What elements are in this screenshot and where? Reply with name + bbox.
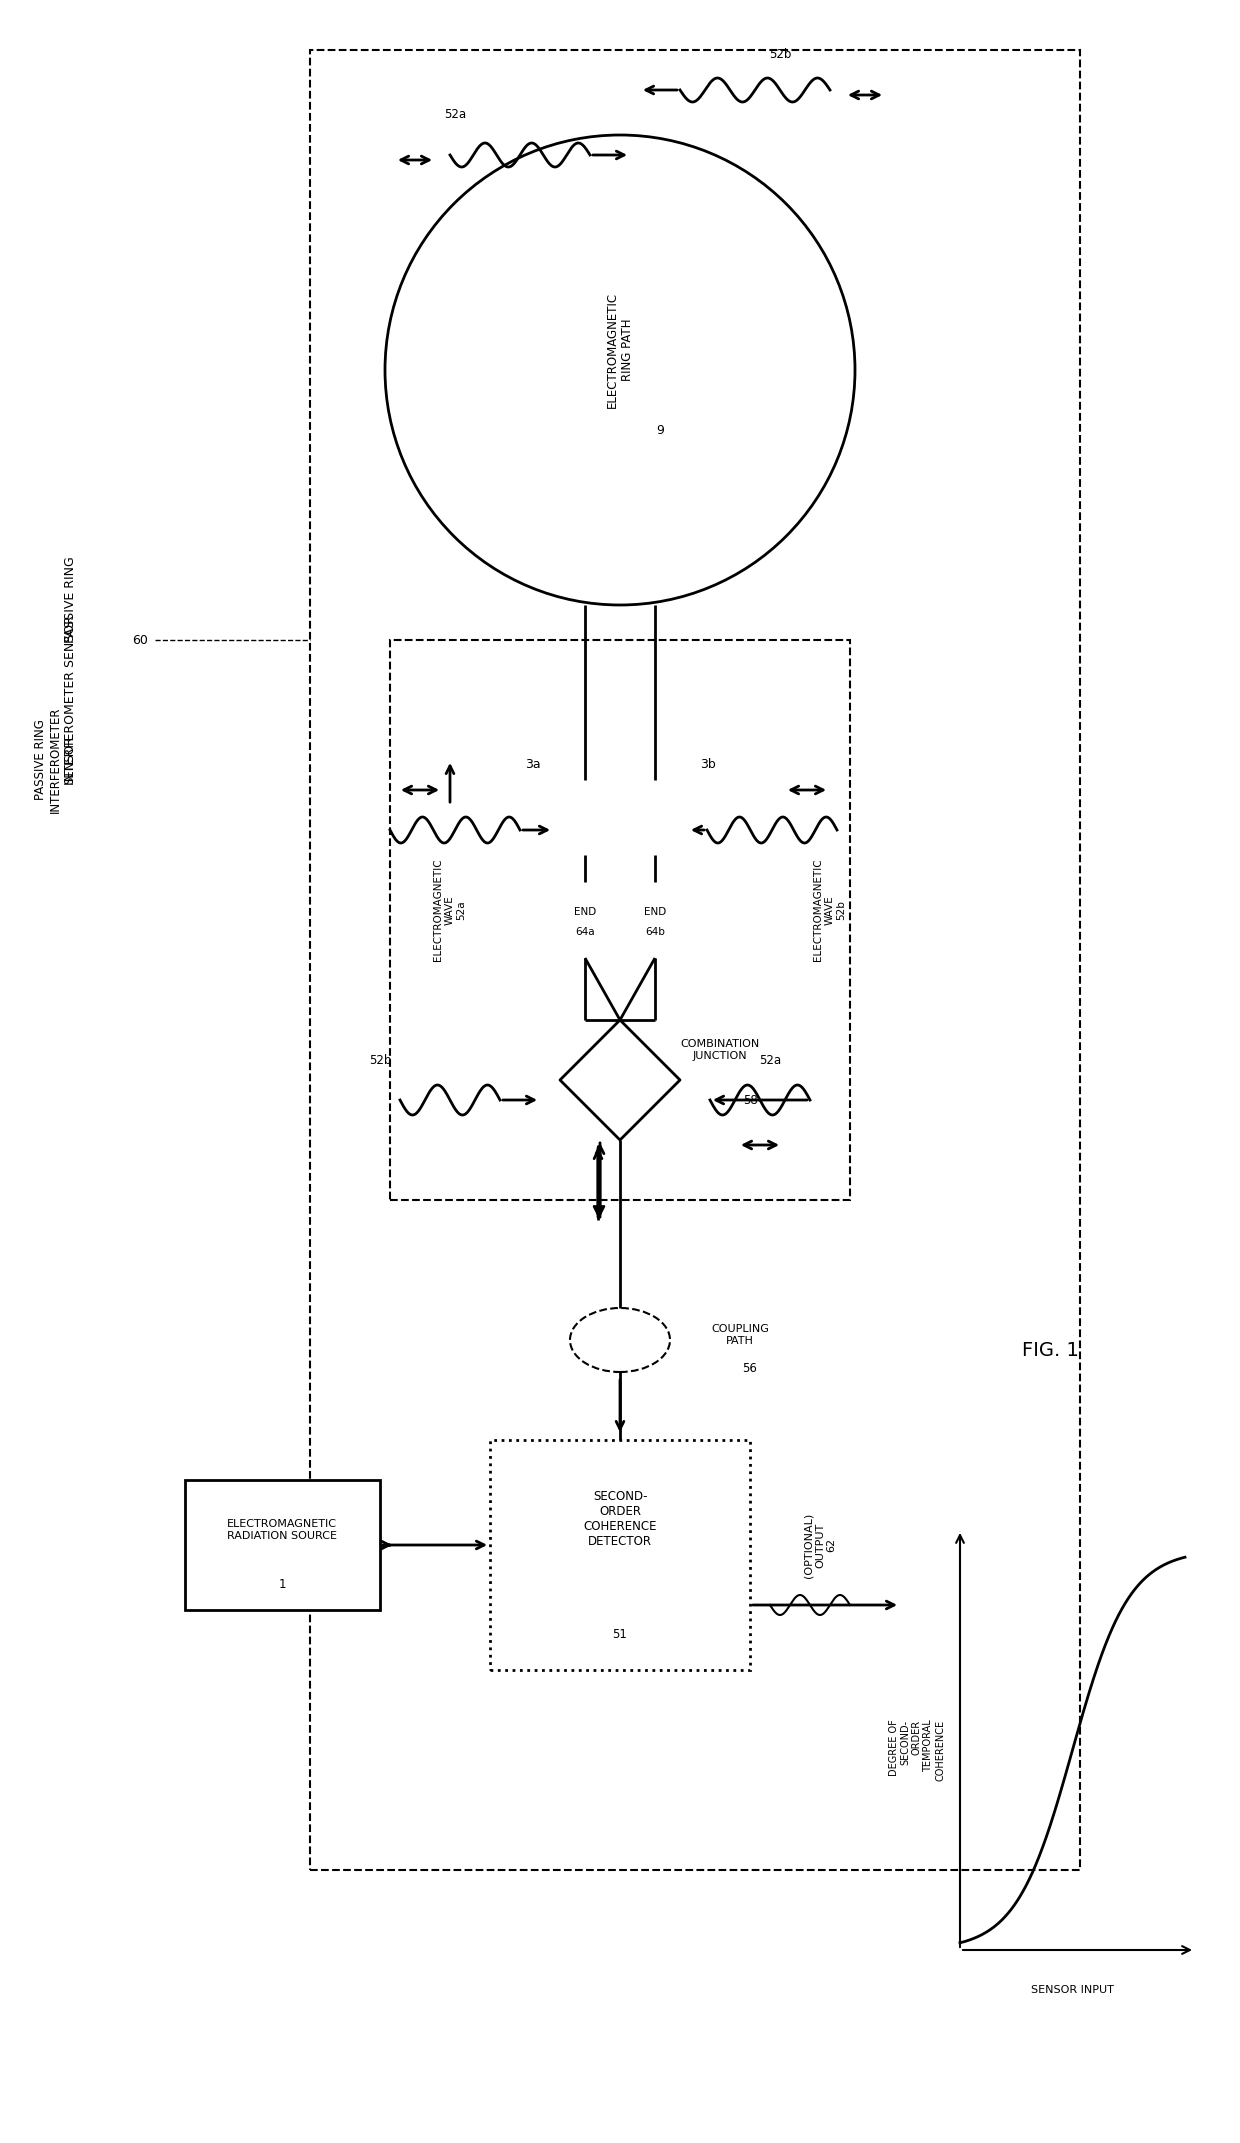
Text: ELECTROMAGNETIC
RING PATH: ELECTROMAGNETIC RING PATH xyxy=(606,291,634,407)
Text: 58: 58 xyxy=(743,1093,758,1106)
Text: 52a: 52a xyxy=(444,109,466,122)
Text: 60: 60 xyxy=(133,634,148,647)
Text: ELECTROMAGNETIC
RADIATION SOURCE: ELECTROMAGNETIC RADIATION SOURCE xyxy=(227,1519,337,1541)
Bar xyxy=(490,1440,750,1669)
Text: 51: 51 xyxy=(613,1629,627,1642)
Text: 1: 1 xyxy=(278,1579,285,1592)
Text: SENSOR INPUT: SENSOR INPUT xyxy=(1030,1984,1114,1995)
Text: COUPLING
PATH: COUPLING PATH xyxy=(711,1324,769,1346)
Text: 3a: 3a xyxy=(526,759,541,771)
Text: (OPTIONAL)
OUTPUT
62: (OPTIONAL) OUTPUT 62 xyxy=(804,1513,837,1577)
Text: FIG. 1: FIG. 1 xyxy=(1022,1342,1079,1359)
Text: 64a: 64a xyxy=(575,928,595,936)
Text: 52b: 52b xyxy=(368,1054,391,1067)
Text: 56: 56 xyxy=(743,1361,758,1374)
Text: 52b: 52b xyxy=(769,49,791,62)
Bar xyxy=(622,780,688,855)
Text: ELECTROMAGNETIC
WAVE
52b: ELECTROMAGNETIC WAVE 52b xyxy=(813,859,847,962)
Text: INTERFEROMETER SENSOR: INTERFEROMETER SENSOR xyxy=(63,615,77,784)
Bar xyxy=(185,1481,379,1609)
Text: PASSIVE RING
INTERFEROMETER
SENSOR: PASSIVE RING INTERFEROMETER SENSOR xyxy=(33,707,77,812)
Text: PASSIVE RING: PASSIVE RING xyxy=(63,557,77,643)
Text: 3b: 3b xyxy=(701,759,715,771)
Bar xyxy=(310,49,1080,1871)
Circle shape xyxy=(595,1174,605,1185)
Text: 52a: 52a xyxy=(759,1054,781,1067)
Bar xyxy=(553,780,618,855)
Text: DEGREE OF
SECOND-
ORDER
TEMPORAL
COHERENCE: DEGREE OF SECOND- ORDER TEMPORAL COHEREN… xyxy=(889,1719,945,1781)
Text: END: END xyxy=(644,906,666,917)
Bar xyxy=(391,641,849,1200)
Text: END: END xyxy=(574,906,596,917)
Text: ELECTROMAGNETIC
WAVE
52a: ELECTROMAGNETIC WAVE 52a xyxy=(434,859,466,962)
Text: COMBINATION
JUNCTION: COMBINATION JUNCTION xyxy=(681,1039,760,1061)
Text: 9: 9 xyxy=(656,424,663,437)
Text: 64b: 64b xyxy=(645,928,665,936)
Text: SECOND-
ORDER
COHERENCE
DETECTOR: SECOND- ORDER COHERENCE DETECTOR xyxy=(583,1489,657,1547)
